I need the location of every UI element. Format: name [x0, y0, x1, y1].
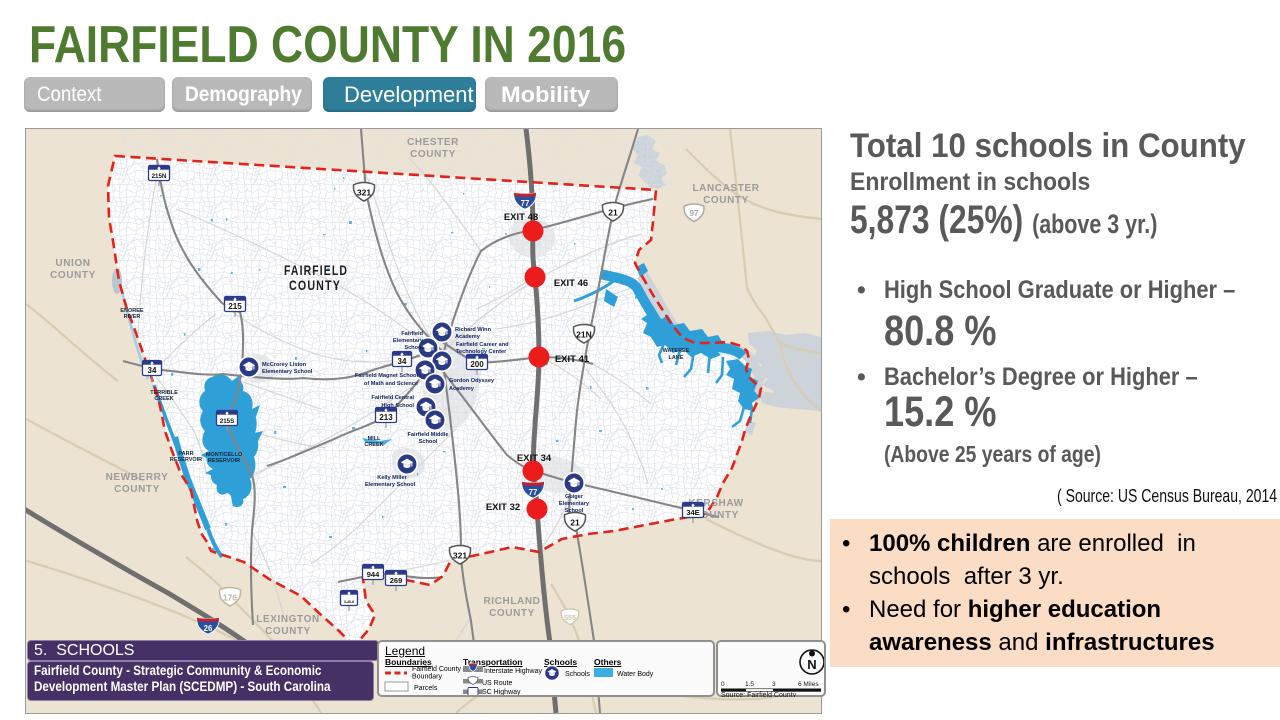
svg-text:Academy: Academy — [449, 386, 475, 392]
svg-text:RIVER: RIVER — [124, 314, 141, 320]
svg-text:COUNTY: COUNTY — [410, 149, 456, 160]
svg-text:944: 944 — [367, 570, 380, 579]
svg-text:77: 77 — [529, 488, 538, 497]
svg-text:555: 555 — [564, 613, 576, 622]
svg-text:Fairfield Career and: Fairfield Career and — [456, 342, 509, 348]
svg-text:EXIT 32: EXIT 32 — [486, 502, 520, 513]
svg-text:CHESTER: CHESTER — [407, 137, 459, 148]
svg-text:Fairfield Magnet School: Fairfield Magnet School — [355, 373, 419, 379]
svg-text:School: School — [404, 345, 423, 351]
svg-text:Technology Center: Technology Center — [456, 349, 507, 355]
svg-text:COUNTY: COUNTY — [114, 484, 160, 495]
svg-text:MONTICELLO: MONTICELLO — [206, 452, 243, 458]
svg-text:Kelly Miller: Kelly Miller — [377, 475, 407, 481]
svg-text:COUNTY: COUNTY — [265, 626, 311, 637]
svg-text:Richard Winn: Richard Winn — [455, 327, 492, 333]
svg-text:KERSHAW: KERSHAW — [688, 498, 743, 509]
svg-text:21N: 21N — [576, 329, 592, 339]
svg-text:McCrorey Liston: McCrorey Liston — [262, 362, 307, 368]
svg-text:26: 26 — [204, 624, 213, 633]
svg-text:EXIT 41: EXIT 41 — [555, 354, 590, 365]
svg-text:RESERVOIR: RESERVOIR — [208, 458, 240, 464]
svg-text:97: 97 — [689, 209, 699, 218]
svg-text:EXIT 48: EXIT 48 — [504, 212, 538, 223]
svg-text:34: 34 — [148, 366, 157, 375]
svg-text:321: 321 — [357, 187, 372, 197]
svg-text:6 Miles: 6 Miles — [798, 681, 819, 688]
svg-text:EXIT 34: EXIT 34 — [517, 453, 552, 464]
svg-text:WATEREE: WATEREE — [663, 348, 690, 354]
svg-text:School: School — [419, 439, 438, 445]
svg-text:of Math and Science: of Math and Science — [364, 381, 418, 387]
svg-text:Schools: Schools — [565, 671, 590, 678]
svg-text:MILL: MILL — [368, 436, 381, 442]
svg-text:34: 34 — [398, 357, 407, 366]
svg-text:LAKE: LAKE — [669, 355, 684, 361]
svg-text:EXIT 46: EXIT 46 — [554, 278, 588, 289]
svg-text:215: 215 — [228, 302, 242, 311]
svg-text:Fairfield County: Fairfield County — [412, 666, 462, 673]
svg-text:RESERVOIR: RESERVOIR — [170, 457, 202, 463]
svg-text:Elementary: Elementary — [393, 338, 424, 344]
svg-text:COUNTY: COUNTY — [289, 277, 341, 293]
svg-text:Elementary School: Elementary School — [365, 482, 416, 488]
svg-text:3-40-6: 3-40-6 — [344, 600, 354, 604]
svg-text:321: 321 — [453, 550, 468, 560]
svg-text:215N: 215N — [152, 173, 167, 180]
svg-text:1.5: 1.5 — [745, 681, 754, 688]
svg-text:77: 77 — [521, 199, 530, 208]
svg-text:Boundary: Boundary — [412, 674, 442, 681]
svg-text:Parcels: Parcels — [414, 685, 438, 692]
svg-text:Fairfield Middle: Fairfield Middle — [407, 432, 448, 438]
svg-text:Water Body: Water Body — [617, 671, 654, 678]
svg-text:CREEK: CREEK — [364, 442, 383, 448]
svg-text:Elementary School: Elementary School — [262, 369, 313, 375]
svg-text:269: 269 — [390, 576, 403, 585]
svg-text:N: N — [807, 657, 816, 672]
svg-text:213: 213 — [379, 413, 393, 422]
svg-text:176: 176 — [223, 592, 238, 602]
svg-text:RICHLAND: RICHLAND — [483, 596, 540, 607]
svg-text:COUNTY: COUNTY — [703, 195, 749, 206]
svg-text:Academy: Academy — [455, 334, 481, 340]
svg-text:Source: Fairfield County: Source: Fairfield County — [721, 692, 797, 697]
svg-text:NEWBERRY: NEWBERRY — [106, 472, 169, 483]
svg-text:200: 200 — [470, 360, 484, 369]
svg-text:215S: 215S — [220, 418, 234, 425]
svg-text:LEXINGTON: LEXINGTON — [256, 614, 320, 625]
svg-text:High School: High School — [381, 403, 414, 409]
svg-text:0: 0 — [721, 681, 725, 688]
svg-text:21: 21 — [608, 207, 618, 217]
svg-text:CREEK: CREEK — [154, 396, 173, 402]
svg-text:34E: 34E — [686, 508, 699, 517]
svg-text:US Route: US Route — [482, 680, 512, 687]
svg-text:COUNTY: COUNTY — [693, 510, 739, 521]
svg-text:COUNTY: COUNTY — [50, 270, 96, 281]
svg-text:Elementary: Elementary — [559, 501, 590, 507]
svg-text:FAIRFIELD: FAIRFIELD — [284, 262, 348, 278]
svg-text:School: School — [565, 508, 584, 514]
svg-text:Fairfield: Fairfield — [401, 331, 423, 337]
svg-text:SC Highway: SC Highway — [482, 689, 521, 695]
svg-text:3: 3 — [772, 681, 776, 688]
svg-text:UNION: UNION — [55, 258, 90, 269]
svg-text:Gordon Odyssey: Gordon Odyssey — [449, 378, 495, 384]
svg-text:ENOREE: ENOREE — [120, 308, 144, 314]
svg-text:Interstate Highway: Interstate Highway — [484, 668, 542, 675]
svg-text:Fairfield Central: Fairfield Central — [371, 395, 414, 401]
svg-text:COUNTY: COUNTY — [489, 608, 535, 619]
svg-text:Guiger: Guiger — [565, 494, 584, 500]
svg-text:PARR: PARR — [178, 451, 193, 457]
svg-text:21: 21 — [570, 517, 580, 527]
svg-text:LANCASTER: LANCASTER — [692, 183, 759, 194]
svg-text:TERRIBLE: TERRIBLE — [150, 390, 178, 396]
